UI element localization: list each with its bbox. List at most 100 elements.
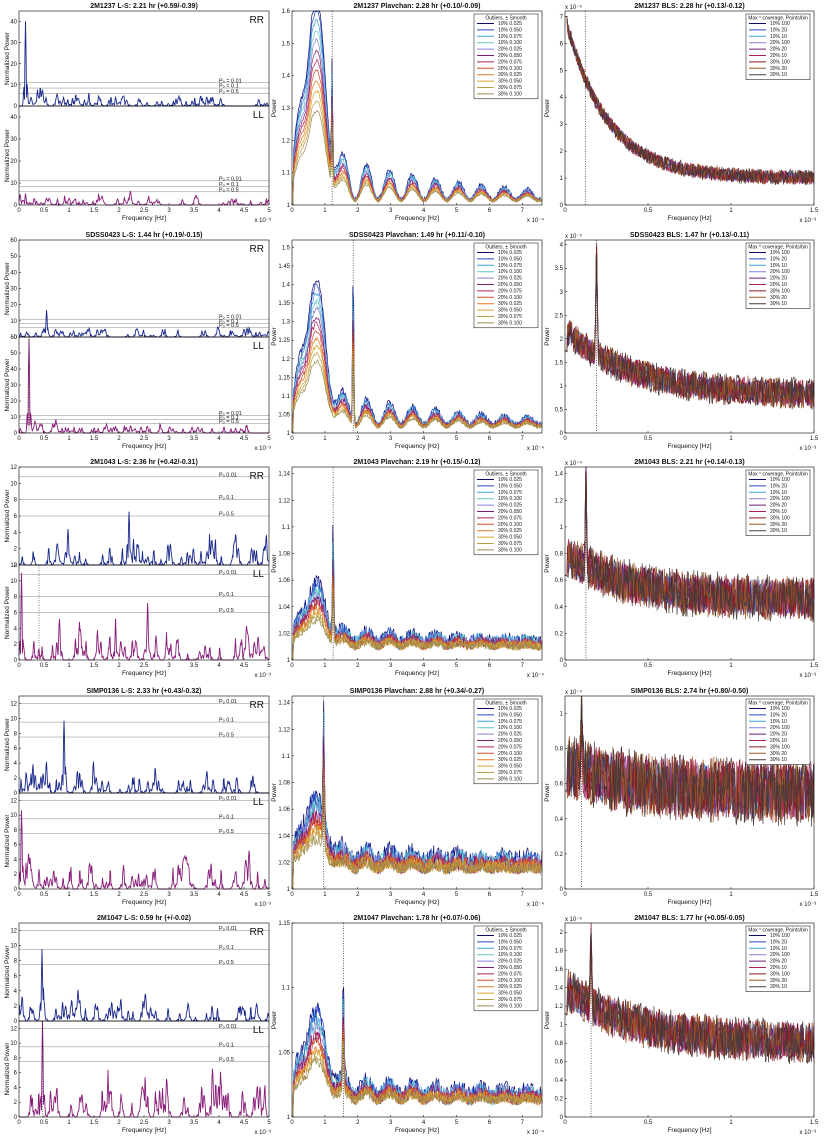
x-tick-label: 7 [521, 436, 525, 442]
x-tick-label: 1.5 [90, 663, 99, 669]
legend-entry: 30% 100 [770, 971, 790, 977]
y-tick-label: 40 [10, 270, 17, 276]
y-tick-label: 0.2 [555, 852, 564, 858]
series-line-10 [292, 344, 543, 434]
y-axis-exponent: x 10⁻⁵ [565, 916, 583, 923]
x-axis-exponent: x 10⁻³ [254, 446, 271, 452]
significance-label: Pₒ = 0.01 [219, 176, 242, 182]
y-tick-label: 4 [14, 530, 18, 536]
legend-entry: 30% 10 [770, 72, 787, 78]
legend-entry: 30% 0.050 [498, 79, 522, 85]
x-tick-label: 3 [167, 663, 171, 669]
legend-entry: 20% 0.025 [498, 276, 522, 282]
x-axis-label: Frequency [Hz] [122, 215, 166, 222]
legend-entry: 20% 100 [770, 269, 790, 275]
y-tick-label: 30 [10, 137, 17, 143]
x-tick-label: 7 [521, 663, 525, 669]
ls-chart-2m1043: 2M1043 L-S: 2.36 hr (+0.42/-0.31)0246810… [4, 459, 271, 679]
y-tick-label: 30 [10, 41, 17, 47]
y-tick-label: 0 [560, 431, 564, 437]
y-tick-label: 6 [14, 611, 18, 617]
significance-label: Pₒ = 0.1 [219, 182, 239, 188]
y-tick-label: 0.5 [555, 407, 564, 413]
y-tick-label: 1.12 [278, 727, 290, 733]
x-tick-label: 6 [488, 436, 492, 442]
y-tick-label: 1.08 [278, 552, 290, 558]
legend-entry: 20% 20 [770, 503, 787, 509]
legend-entry: 30% 0.025 [498, 301, 522, 307]
chart-title: SIMP0136 BLS: 2.74 hr (+0.80/-0.50) [631, 688, 749, 695]
y-tick-label: 1.2 [282, 138, 291, 144]
y-tick-label: 4 [14, 761, 18, 767]
y-tick-label: 1 [560, 1023, 564, 1029]
bls-axes [564, 466, 815, 661]
y-tick-label: 1.4 [282, 74, 291, 80]
legend-entry: 20% 0.100 [498, 66, 522, 72]
y-tick-label: 6 [14, 843, 18, 849]
y-axis-label: Power [271, 1010, 278, 1029]
legend-entry: 30% 20 [770, 66, 787, 72]
legend-entry: 10% 100 [770, 250, 790, 256]
bls-chart-2m1047: 2M1047 BLS: 1.77 hr (+0.05/-0.05) 0 0.2 0.4… [544, 915, 819, 1136]
legend-entry: 10% 0.100 [498, 725, 522, 731]
x-tick-label: 5 [455, 436, 459, 442]
legend-entry: 20% 100 [770, 952, 790, 958]
x-tick-label: 0 [290, 1120, 294, 1126]
legend-entry: 20% 0.100 [498, 522, 522, 528]
y-tick-label: 1.4 [555, 472, 564, 478]
x-tick-label: 1 [323, 208, 327, 214]
legend-entry: 30% 0.100 [498, 91, 522, 97]
y-tick-label: 1.5 [555, 360, 564, 366]
x-tick-label: 4 [422, 1120, 426, 1126]
x-tick-label: 5 [455, 663, 459, 669]
x-tick-label: 0.5 [40, 892, 49, 898]
y-axis-exponent: x 10⁻⁴ [565, 460, 583, 467]
legend-entry: 20% 0.075 [498, 288, 522, 294]
significance-label: Pₒ 0.1 [219, 718, 234, 724]
significance-label: Pₒ = 0.5 [219, 187, 239, 193]
x-axis-label: Frequency [Hz] [395, 1127, 439, 1134]
legend-entry: 20% 0.050 [498, 509, 522, 515]
y-tick-label: 1.15 [278, 375, 290, 381]
y-tick-label: 1 [560, 525, 564, 531]
rr-label: RR [250, 471, 264, 482]
x-tick-label: 5 [455, 892, 459, 898]
chart-title: SIMP0136 Plavchan: 2.88 hr (+0.34/-0.27) [350, 688, 484, 695]
legend-entry: 30% 0.025 [498, 72, 522, 78]
x-tick-label: 3.5 [190, 436, 199, 442]
legend-entry: 30% 10 [770, 528, 787, 534]
y-tick-label: 0.8 [555, 552, 564, 558]
y-tick-label: 12 [10, 798, 17, 804]
legend-entry: 10% 10 [770, 490, 787, 496]
series-line-12 [292, 594, 543, 661]
x-tick-label: 0.5 [40, 208, 49, 214]
series-line-12 [292, 797, 543, 890]
y-tick-label: 1.1 [282, 986, 291, 992]
legend-entry: 20% 0.025 [498, 47, 522, 53]
legend-title: Max ⁰ coverage, Points/bin [748, 16, 808, 22]
legend-entry: 30% 0.075 [498, 314, 522, 320]
y-tick-label: 0.6 [555, 782, 564, 788]
y-tick-label: 0 [560, 203, 564, 209]
y-tick-label: 1 [287, 658, 291, 664]
x-tick-label: 1.5 [810, 436, 819, 442]
y-tick-label: 20 [10, 399, 17, 405]
legend-entry: 30% 0.050 [498, 308, 522, 314]
y-tick-label: 1.04 [278, 834, 290, 840]
legend-entry: 20% 0.025 [498, 959, 522, 965]
y-axis-label: Power [544, 553, 551, 572]
legend-entry: 10% 20 [770, 939, 787, 945]
y-tick-label: 0 [14, 563, 18, 569]
x-tick-label: 4 [422, 892, 426, 898]
legend-entry: 10% 0.075 [498, 719, 522, 725]
x-tick-label: 2 [117, 892, 121, 898]
legend-entry: 20% 0.075 [498, 971, 522, 977]
x-tick-label: 2 [356, 663, 360, 669]
x-tick-label: 6 [488, 1120, 492, 1126]
x-tick-label: 0 [17, 663, 21, 669]
series-line-9 [564, 695, 815, 827]
legend-entry: 30% 0.100 [498, 1003, 522, 1009]
y-axis-label: Normalized Power [4, 489, 11, 543]
legend-title: Max ⁰ coverage, Points/bin [748, 701, 808, 707]
